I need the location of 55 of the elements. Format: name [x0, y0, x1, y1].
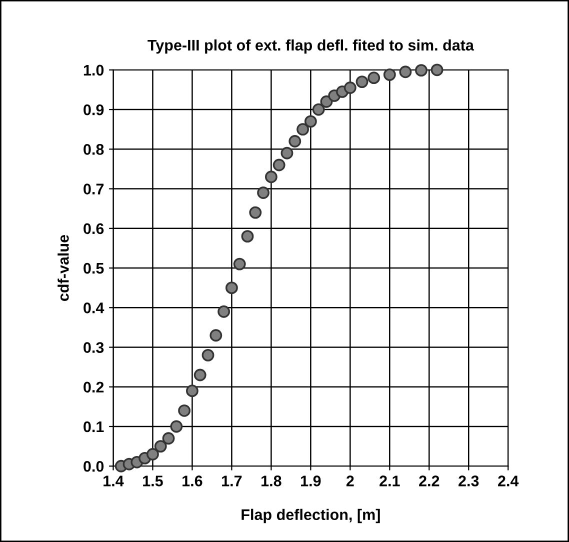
- point: [154, 440, 167, 453]
- y-tick-label: 0.9: [84, 104, 104, 116]
- point: [368, 72, 380, 84]
- y-tick-label: 0.6: [84, 223, 104, 234]
- point: [280, 146, 294, 160]
- point: [170, 420, 183, 433]
- y-tick-label: 0.3: [84, 342, 104, 353]
- x-tick-label: 1.4: [104, 476, 124, 486]
- point: [288, 135, 302, 148]
- point: [186, 384, 198, 398]
- point: [312, 103, 325, 116]
- point: [202, 348, 214, 362]
- y-tick-label: 0.4: [84, 302, 104, 314]
- y-tick-label: 0.7: [84, 184, 104, 194]
- point: [178, 404, 191, 417]
- point: [399, 66, 412, 78]
- point: [146, 448, 159, 460]
- y-tick-label: 1.0: [84, 64, 104, 76]
- point: [272, 158, 286, 172]
- point: [415, 64, 428, 77]
- point: [241, 230, 254, 243]
- point: [194, 368, 206, 382]
- point: [210, 329, 222, 342]
- x-tick-label: 2.3: [458, 476, 479, 486]
- point: [383, 68, 396, 81]
- point: [162, 432, 175, 445]
- y-tick-label: 0.1: [84, 421, 104, 432]
- y-axis-title: cdf-value: [58, 235, 69, 301]
- point: [225, 282, 238, 294]
- point: [249, 206, 262, 219]
- point: [356, 76, 368, 88]
- point: [218, 305, 230, 318]
- y-tick-label: 0.0: [84, 460, 104, 472]
- point: [233, 258, 246, 270]
- x-tick-label: 1.9: [301, 476, 321, 486]
- point: [430, 64, 444, 76]
- x-tick-label: 2.1: [380, 476, 400, 486]
- point: [296, 123, 309, 136]
- x-tick-label: 2: [346, 476, 354, 486]
- x-tick-label: 1.8: [262, 476, 282, 486]
- y-tick-label: 0.2: [84, 382, 104, 393]
- point: [257, 186, 270, 199]
- x-tick-label: 1.6: [182, 476, 202, 486]
- x-tick-label: 1.5: [143, 476, 163, 486]
- x-axis-title: Flap deflection, [m]: [242, 508, 380, 524]
- x-tick-label: 1.7: [222, 476, 242, 486]
- point: [344, 82, 356, 94]
- y-tick-label: 0.5: [84, 262, 104, 274]
- x-tick-label: 2.2: [419, 476, 440, 486]
- chart-title: Type-III plot of ext. flap defl. fited to sim. data: [148, 39, 474, 54]
- x-tick-label: 2.4: [498, 476, 519, 486]
- point: [320, 95, 333, 108]
- point: [304, 115, 317, 128]
- point: [264, 170, 278, 184]
- y-tick-label: 0.8: [84, 144, 104, 155]
